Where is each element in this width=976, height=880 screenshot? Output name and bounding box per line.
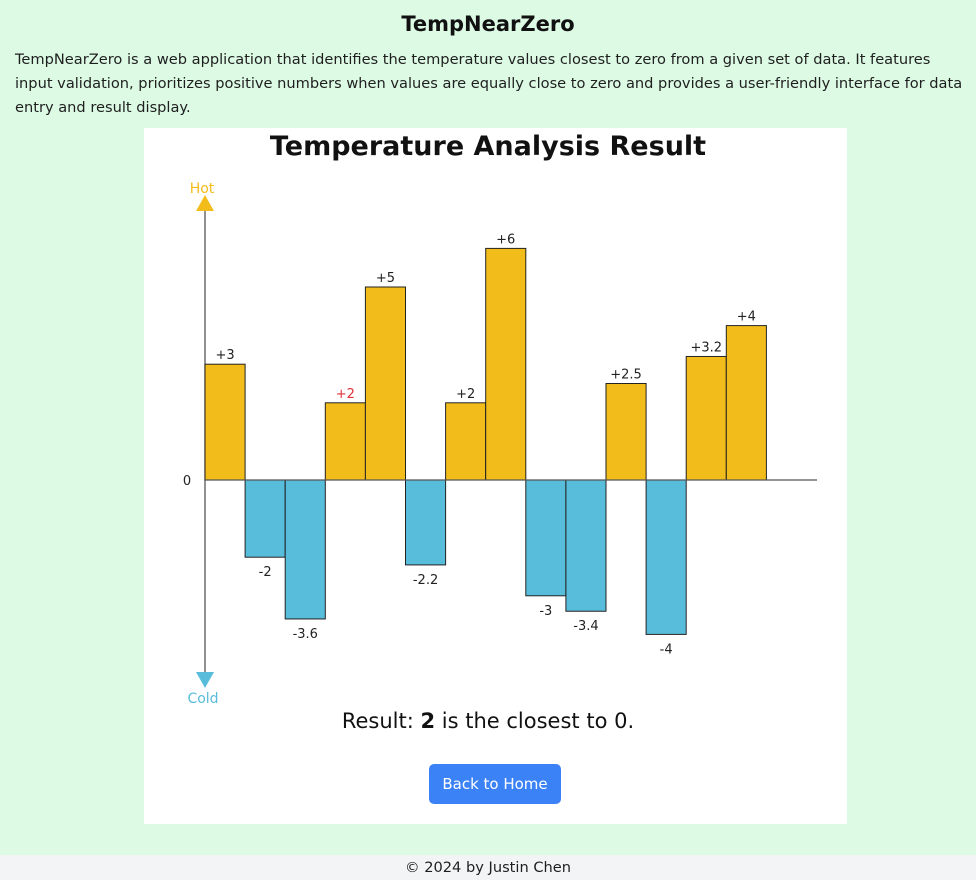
bar-value-label: -3.6 [293,627,318,642]
bar [284,479,326,620]
zero-label: 0 [183,474,191,489]
bar-value-label: -3.4 [573,619,598,634]
temperature-bar-chart: Hot Cold 0 +3 -2 -3.6 +2 +5 -2.2 +2 +6 -3 -3.4 +2.5 -4… [183,181,817,707]
page-title: TempNearZero [401,12,575,36]
bar [685,355,727,481]
chart-title: Temperature Analysis Result [269,131,707,162]
bar [525,479,567,597]
bar-value-label: -3 [539,604,552,619]
bar-value-label: +6 [496,232,515,247]
axis-cold-label: Cold [187,691,218,707]
bar [405,479,447,566]
bar [204,363,246,481]
back-to-home-button[interactable]: Back to Home [429,764,561,804]
bar [445,402,487,481]
bar-value-label: +2 [456,387,475,402]
bar-value-label: +2 [336,387,355,402]
bar [605,383,647,481]
app-description: TempNearZero is a web application that i… [15,51,963,116]
result-card: Hot Cold 0 +3 -2 -3.6 +2 +5 -2.2 +2 +6 -3 -3.4 +2.5 -4… [144,128,847,824]
bar [244,479,286,558]
result-text: Result: 2 is the closest to 0. [0,709,976,733]
bar [645,479,687,635]
result-value: 2 [420,709,436,733]
result-prefix: Result: [341,709,421,733]
bar-value-label: +5 [376,271,395,286]
bar-value-label: -4 [660,642,673,657]
bar [364,286,406,481]
bar [565,479,607,612]
hot-arrow-icon [196,195,214,211]
bar-value-label: +2.5 [610,368,642,383]
result-suffix: is the closest to 0. [435,709,635,733]
bar-value-label: -2.2 [413,573,438,588]
bar [485,247,527,481]
bar-value-label: +3.2 [690,340,722,355]
footer: © 2024 by Justin Chen [0,855,976,880]
axis-hot-label: Hot [190,181,215,197]
bar [324,402,366,481]
bar-value-label: -2 [259,565,272,580]
cold-arrow-icon [196,672,214,688]
bar-value-label: +4 [737,310,756,325]
bar [725,325,767,481]
bar-value-label: +3 [215,348,234,363]
